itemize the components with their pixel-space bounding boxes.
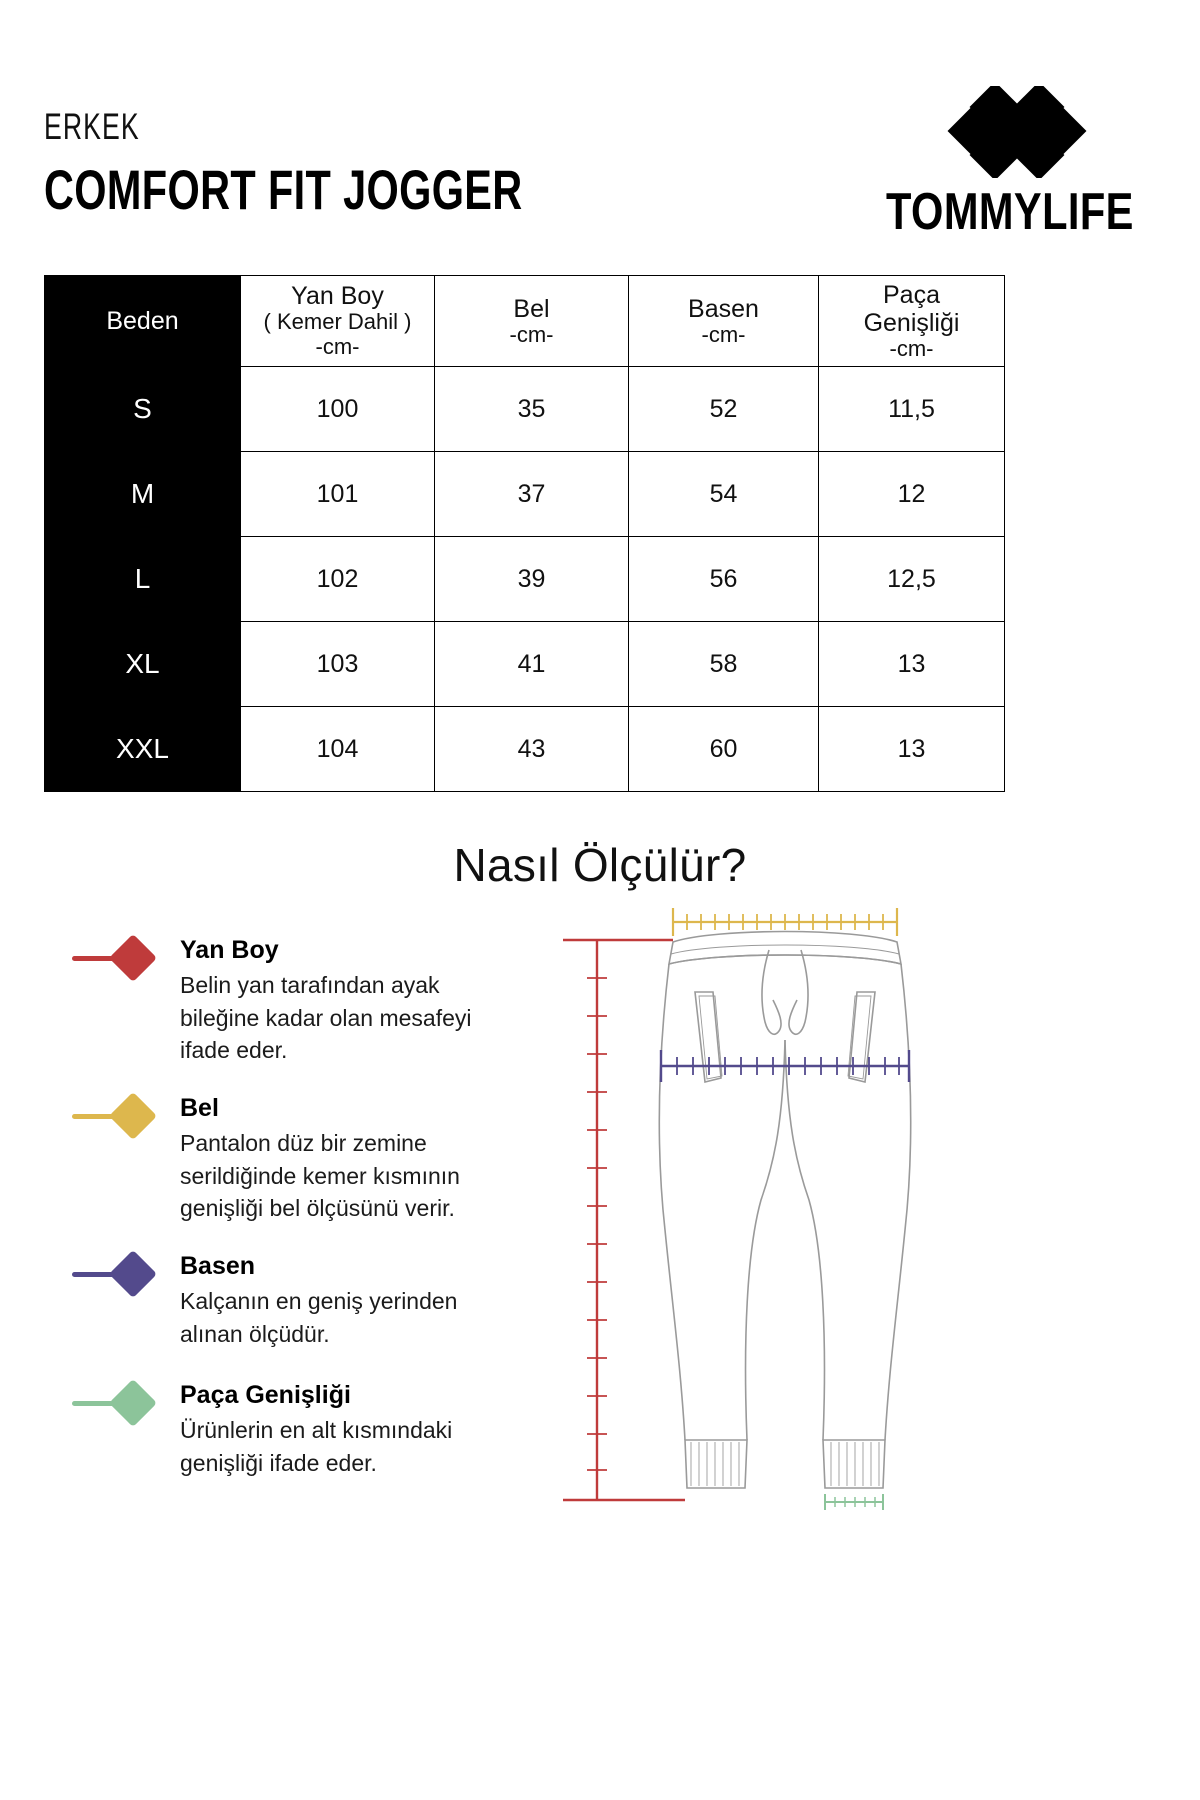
cell-paca: 12	[818, 451, 1005, 537]
bel-measure-line	[671, 908, 899, 936]
cell-basen: 56	[628, 536, 819, 622]
cell-basen: 60	[628, 706, 819, 792]
legend-description: Ürünlerin en alt kısmındaki genişliği if…	[180, 1417, 453, 1476]
legend-item-yan-boy: Yan Boy Belin yan tarafından ayak bileği…	[72, 933, 522, 1067]
col-header-basen-unit: -cm-	[701, 321, 746, 347]
col-header-paca-unit: -cm-	[889, 335, 934, 361]
legend-title: Paça Genişliği	[180, 1381, 351, 1410]
cell-basen: 52	[628, 366, 819, 452]
col-header-bel-label: Bel	[513, 294, 550, 323]
cell-yan-boy: 103	[240, 621, 435, 707]
diamond-grid-logo-icon	[947, 86, 1087, 178]
cell-paca: 13	[818, 706, 1005, 792]
page-title: COMFORT FIT JOGGER	[44, 158, 523, 221]
table-row: M 101 37 54 12	[44, 451, 1005, 537]
legend-title: Basen	[180, 1251, 256, 1280]
table-row: XXL 104 43 60 13	[44, 706, 1005, 792]
col-header-basen: Basen -cm-	[628, 275, 819, 367]
cell-yan-boy: 104	[240, 706, 435, 792]
legend-item-basen: Basen Kalçanın en geniş yerinden alınan …	[72, 1249, 522, 1350]
col-header-yan-boy: Yan Boy ( Kemer Dahil ) -cm-	[240, 275, 435, 367]
diamond-marker-icon	[72, 1249, 168, 1298]
jogger-pants-illustration	[563, 908, 912, 1510]
brand-block: TOMMYLIFE	[856, 86, 1156, 238]
pants-outline	[658, 930, 912, 1489]
yan-boy-measure-line	[563, 938, 685, 1502]
col-header-bel: Bel -cm-	[434, 275, 629, 367]
col-header-beden: Beden	[44, 275, 241, 367]
cell-paca: 13	[818, 621, 1005, 707]
jogger-measurement-diagram	[555, 900, 1175, 1540]
size-table-body: S 100 35 52 11,5 M 101 37 54 12 L 102 39	[44, 366, 1005, 792]
diamond-marker-icon	[72, 933, 168, 983]
cell-yan-boy: 102	[240, 536, 435, 622]
legend-description: Pantalon düz bir zemine serildiğinde kem…	[180, 1129, 460, 1222]
table-row: L 102 39 56 12,5	[44, 536, 1005, 622]
basen-measure-line	[659, 1050, 911, 1082]
size-table: Beden Yan Boy ( Kemer Dahil ) -cm- Bel -…	[44, 275, 1005, 792]
cell-yan-boy: 101	[240, 451, 435, 537]
cell-paca: 11,5	[818, 366, 1005, 452]
brand-mark	[856, 86, 1156, 178]
cell-size: XXL	[44, 706, 241, 792]
cell-paca: 12,5	[818, 536, 1005, 622]
cell-basen: 58	[628, 621, 819, 707]
cell-bel: 41	[434, 621, 629, 707]
gender-kicker: ERKEK	[44, 106, 140, 147]
cell-basen: 54	[628, 451, 819, 537]
table-row: S 100 35 52 11,5	[44, 366, 1005, 452]
col-header-yan-boy-unit: -cm-	[315, 334, 360, 359]
table-header-row: Beden Yan Boy ( Kemer Dahil ) -cm- Bel -…	[44, 275, 1005, 367]
col-header-beden-label: Beden	[106, 307, 179, 335]
cell-size: M	[44, 451, 241, 537]
diamond-marker-icon	[72, 1379, 168, 1428]
brand-name: TOMMYLIFE	[886, 183, 1134, 241]
cell-bel: 39	[434, 536, 629, 622]
col-header-basen-label: Basen	[688, 294, 759, 323]
cell-bel: 37	[434, 451, 629, 537]
howto-heading: Nasıl Ölçülür?	[453, 839, 747, 891]
legend-description: Belin yan tarafından ayak bileğine kadar…	[180, 972, 472, 1064]
col-header-bel-unit: -cm-	[509, 321, 554, 347]
col-header-paca: Paça Genişliği -cm-	[818, 275, 1005, 367]
size-table-head: Beden Yan Boy ( Kemer Dahil ) -cm- Bel -…	[44, 275, 1005, 367]
col-header-yan-boy-sub: ( Kemer Dahil )	[263, 309, 412, 335]
legend-item-bel: Bel Pantalon düz bir zemine serildiğinde…	[72, 1091, 522, 1225]
cell-yan-boy: 100	[240, 366, 435, 452]
cell-size: L	[44, 536, 241, 622]
col-header-paca-sub: Genişliği	[863, 308, 960, 337]
cell-size: S	[44, 366, 241, 452]
diamond-marker-icon	[72, 1091, 168, 1141]
paca-measure-line	[824, 1494, 884, 1510]
cell-bel: 35	[434, 366, 629, 452]
legend-title: Bel	[180, 1093, 219, 1122]
legend-item-paca-genisligi: Paça Genişliği Ürünlerin en alt kısmında…	[72, 1379, 522, 1479]
col-header-yan-boy-label: Yan Boy	[291, 282, 384, 311]
page-header: ERKEK COMFORT FIT JOGGER	[44, 108, 1156, 238]
col-header-paca-label: Paça	[883, 280, 940, 309]
legend-description: Kalçanın en geniş yerinden alınan ölçüdü…	[180, 1287, 458, 1347]
legend-title: Yan Boy	[180, 936, 279, 964]
table-row: XL 103 41 58 13	[44, 621, 1005, 707]
cell-size: XL	[44, 621, 241, 707]
measurement-legend: Yan Boy Belin yan tarafından ayak bileği…	[72, 933, 522, 1506]
cell-bel: 43	[434, 706, 629, 792]
size-table-wrapper: Beden Yan Boy ( Kemer Dahil ) -cm- Bel -…	[44, 275, 1005, 792]
